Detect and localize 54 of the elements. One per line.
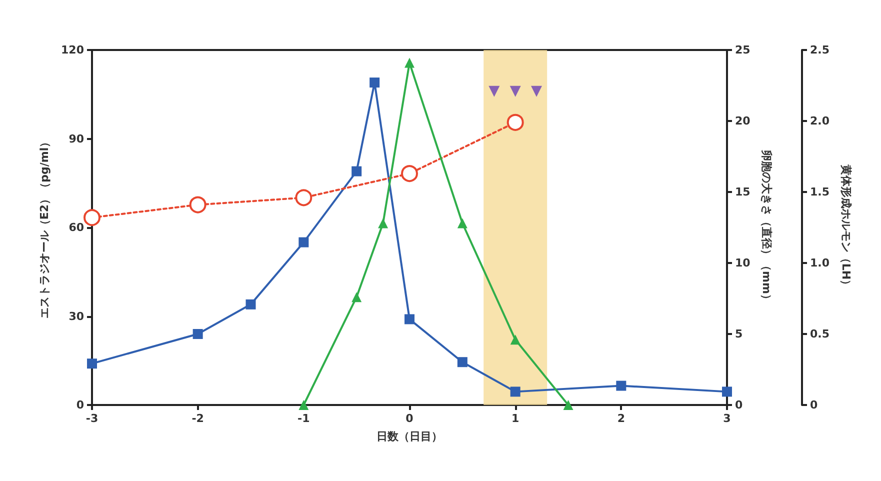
y-tick-label: 0 [76,398,84,412]
y-tick-label: 90 [68,132,84,146]
point [722,386,732,397]
point [87,358,97,369]
y2-tick-label: 15 [735,186,750,198]
y3-tick-label: 0 [810,398,818,412]
x-tick-label: 0 [406,412,414,425]
point [298,400,309,410]
y3-tick-label: 2.0 [810,114,830,128]
point [378,218,388,228]
point [488,86,500,97]
point [404,314,414,324]
point [246,299,256,310]
y2-tick-label: 10 [735,256,751,270]
y2-tick-label: 5 [735,328,743,340]
x-axis-title: 日数（日目） [376,430,442,443]
point [563,400,574,410]
point [352,166,362,176]
x-tick-label: 1 [512,412,520,425]
x-tick-label: -3 [86,412,98,425]
point [295,189,312,206]
point [192,329,203,339]
y-tick-label: 60 [68,221,84,234]
point [404,58,414,68]
point [531,86,542,97]
y2-tick-label: 25 [735,44,750,56]
y2-tick-label: 20 [735,114,751,128]
point [510,386,520,397]
x-tick-label: 3 [723,412,731,425]
point [352,292,362,302]
point [506,114,524,131]
y3-tick-label: 2.5 [810,44,830,56]
point [189,196,206,214]
y-tick-label: 120 [61,44,84,56]
y2-axis-title: 卵胞の大きさ（直径）（mm） [760,149,774,305]
x-tick-label: -1 [298,412,310,425]
point [457,218,468,228]
y-axis-title: エストラジオール（E2）（pg/ml） [38,136,52,319]
point [84,209,100,226]
point [510,86,521,97]
point [616,380,626,391]
point [298,237,309,248]
point [457,357,468,368]
x-tick-label: 2 [617,412,625,425]
point [401,165,418,182]
point [370,78,380,88]
y3-tick-label: 0.5 [810,328,830,340]
x-tick-label: -2 [192,412,204,425]
y-tick-label: 30 [68,310,84,323]
point [510,334,520,345]
y3-tick-label: 1.0 [810,256,830,270]
y3-tick-label: 1.5 [810,186,830,198]
y2-tick-label: 0 [735,398,743,412]
y3-axis-title: 黄体形成ホルモン（LH） [839,163,852,291]
